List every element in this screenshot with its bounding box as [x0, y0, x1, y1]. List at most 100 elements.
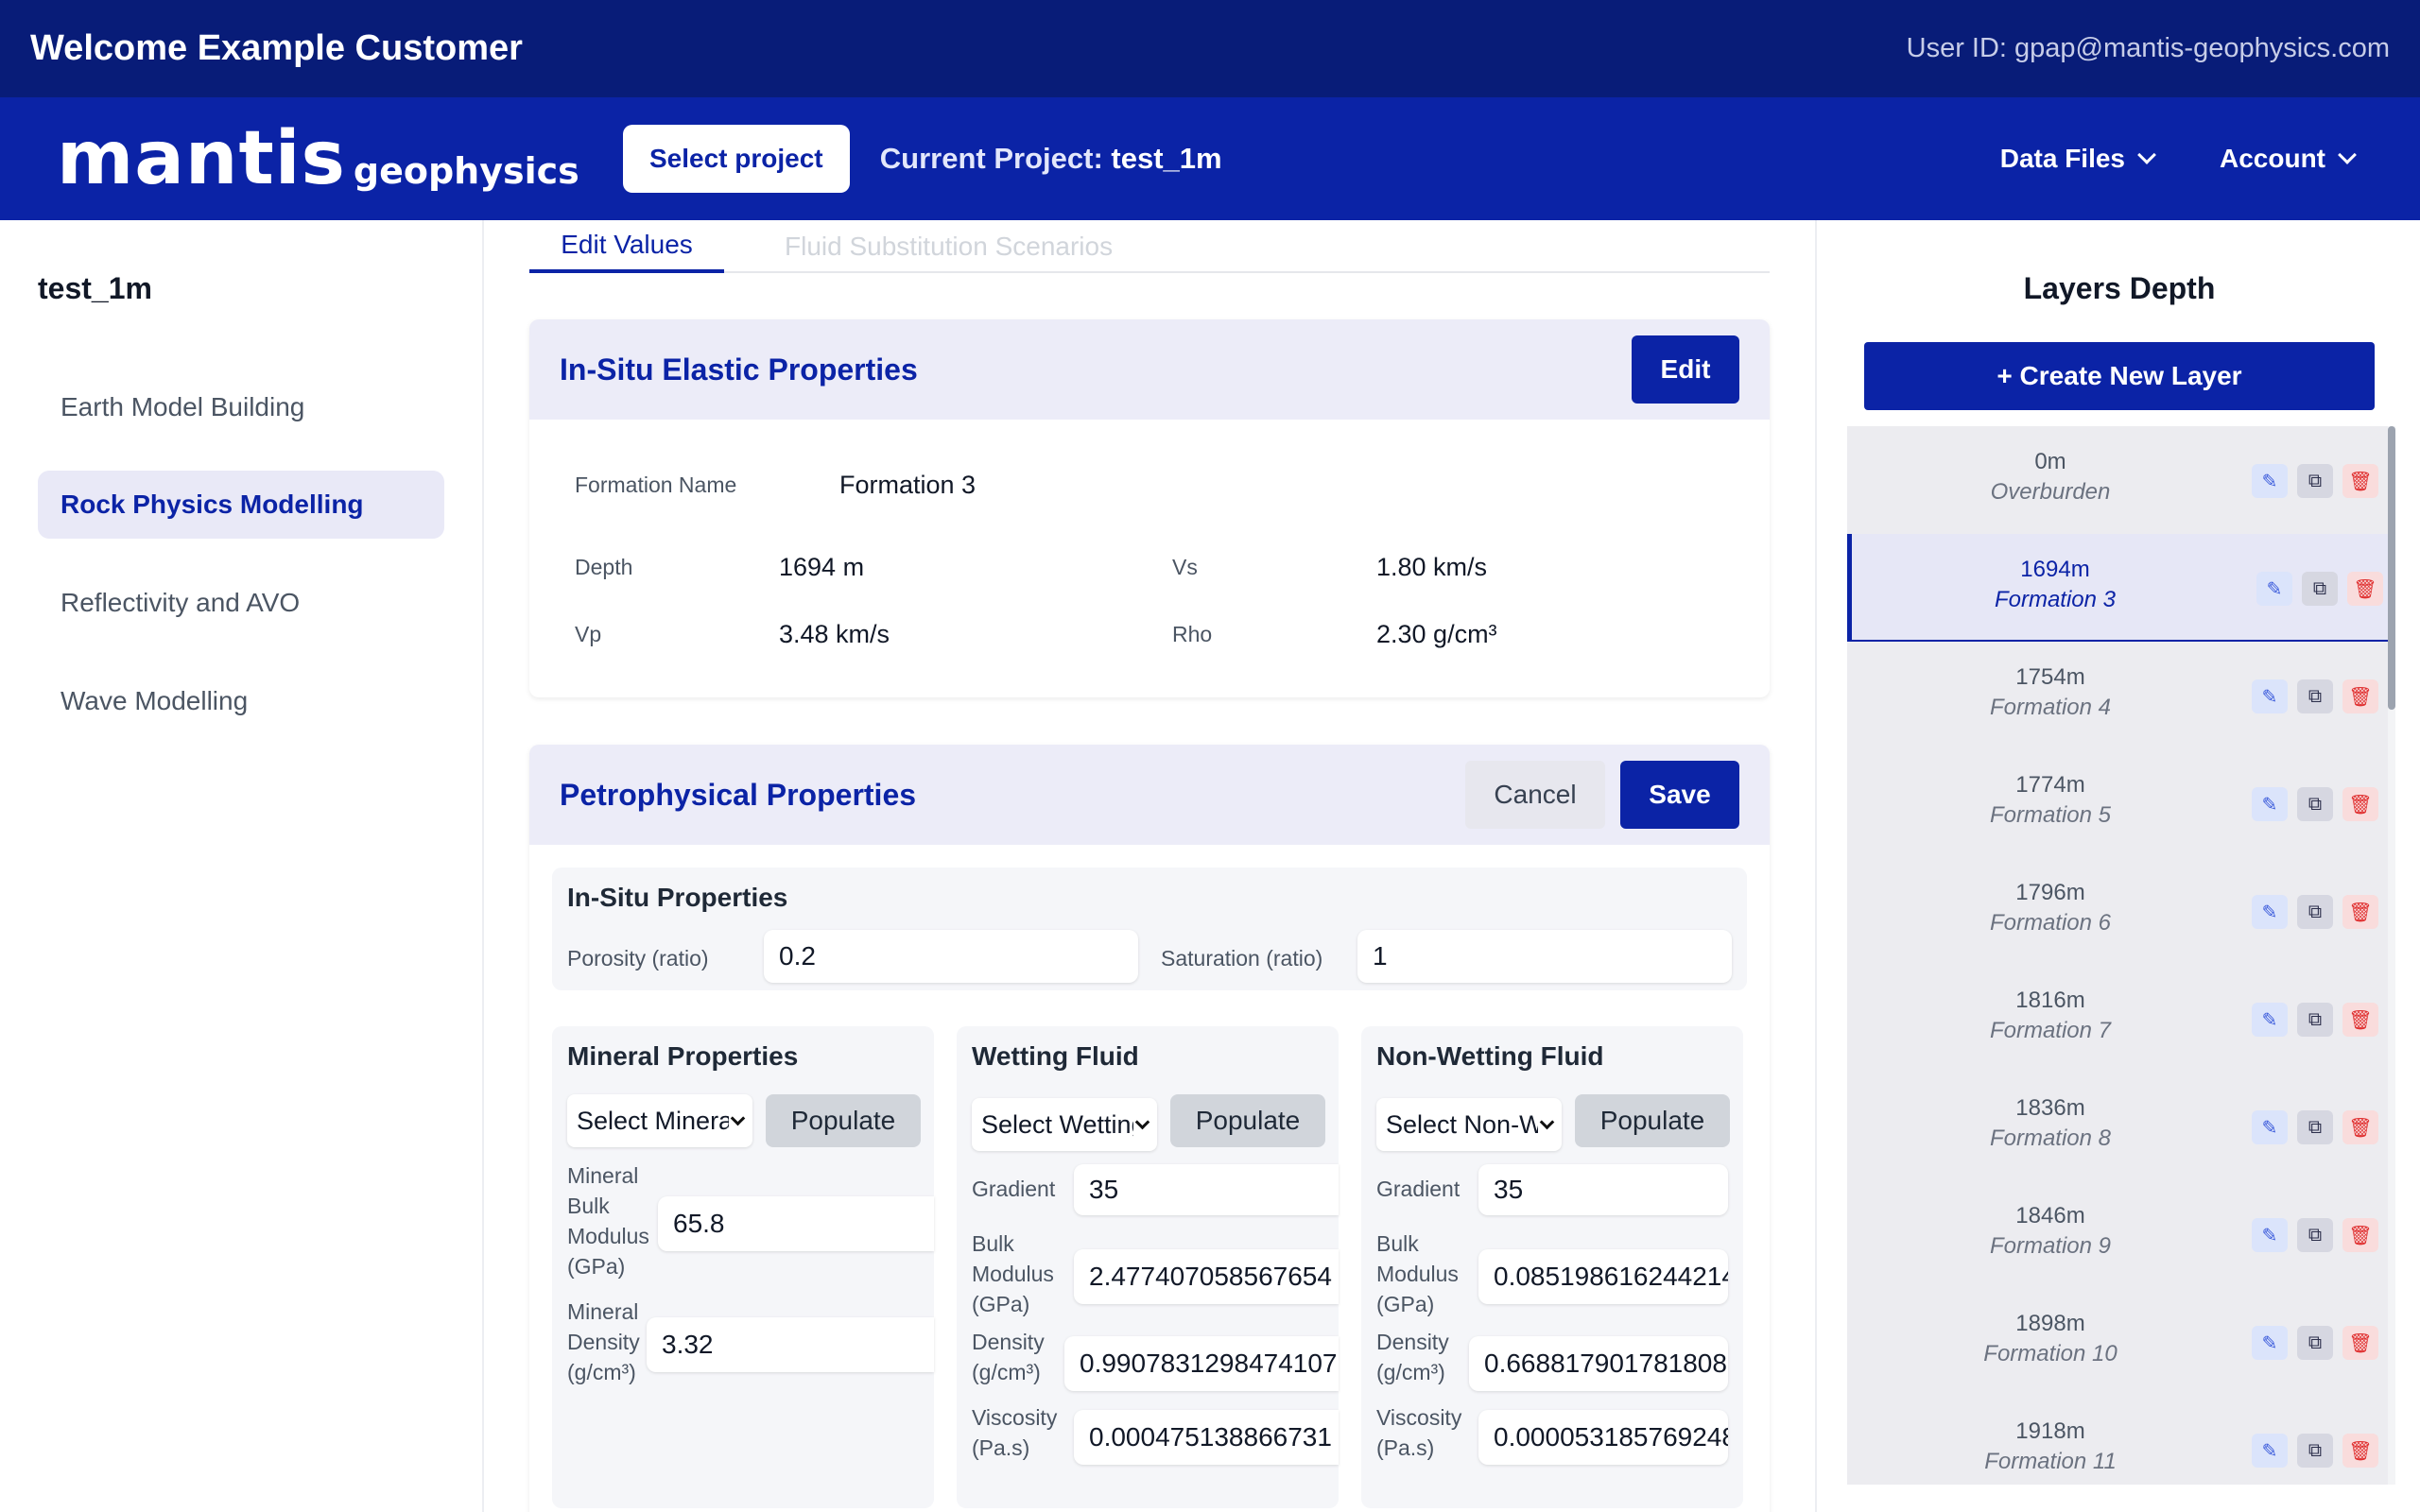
trash-icon[interactable]: 🗑	[2342, 1003, 2378, 1037]
pencil-icon[interactable]: ✎	[2252, 1218, 2288, 1252]
layer-item[interactable]: 1774m Formation 5 ✎ ⧉ 🗑	[1847, 749, 2388, 857]
tab-edit-values[interactable]: Edit Values	[529, 220, 724, 273]
mineral-select[interactable]: Select Mineral	[567, 1094, 752, 1147]
trash-icon[interactable]: 🗑	[2342, 679, 2378, 713]
scrollbar-thumb[interactable]	[2388, 426, 2395, 710]
layer-name: Formation 9	[1989, 1233, 2112, 1259]
cancel-button[interactable]: Cancel	[1465, 761, 1605, 829]
mineral-populate-button[interactable]: Populate	[766, 1094, 921, 1147]
copy-icon[interactable]: ⧉	[2297, 895, 2333, 929]
nonwetting-bulk-input[interactable]: 0.0851986162442141	[1478, 1249, 1728, 1304]
mineral-properties-panel: Mineral Properties Select Mineral Popula…	[552, 1026, 934, 1508]
chevron-down-icon	[1539, 1114, 1555, 1129]
layer-item[interactable]: 1846m Formation 9 ✎ ⧉ 🗑	[1847, 1180, 2388, 1288]
logo[interactable]: mantis geophysics	[57, 116, 579, 201]
mineral-bulk-input[interactable]: 65.8	[658, 1196, 934, 1251]
chevron-down-icon	[2338, 146, 2357, 164]
copy-icon[interactable]: ⧉	[2297, 679, 2333, 713]
sidebar-item-reflectivity-and-avo[interactable]: Reflectivity and AVO	[60, 588, 301, 617]
copy-icon[interactable]: ⧉	[2297, 1003, 2333, 1037]
nonwetting-title: Non-Wetting Fluid	[1376, 1041, 1604, 1071]
porosity-input[interactable]: 0.2	[764, 930, 1138, 983]
layer-item[interactable]: 1796m Formation 6 ✎ ⧉ 🗑	[1847, 857, 2388, 965]
layers-panel: Layers Depth + Create New Layer 0m Overbu…	[1815, 220, 2420, 1512]
non-wetting-fluid-panel: Non-Wetting Fluid Select Non-Wetting Flu…	[1361, 1026, 1743, 1508]
layer-item[interactable]: 1898m Formation 10 ✎ ⧉ 🗑	[1847, 1288, 2388, 1396]
copy-icon[interactable]: ⧉	[2297, 787, 2333, 821]
copy-icon[interactable]: ⧉	[2297, 1434, 2333, 1468]
layer-name: Formation 5	[1989, 802, 2112, 828]
sidebar-item-earth-model-building[interactable]: Earth Model Building	[60, 392, 305, 421]
mineral-select-text: Select Mineral	[577, 1106, 729, 1135]
petro-card-title: Petrophysical Properties	[560, 777, 917, 812]
copy-icon[interactable]: ⧉	[2297, 1110, 2333, 1144]
trash-icon[interactable]: 🗑	[2342, 464, 2378, 498]
nonwetting-density-label-line: Density	[1376, 1330, 1449, 1354]
copy-icon[interactable]: ⧉	[2297, 464, 2333, 498]
create-new-layer-button[interactable]: + Create New Layer	[1864, 342, 2375, 410]
pencil-icon[interactable]: ✎	[2252, 679, 2288, 713]
layer-name: Overburden	[1990, 479, 2111, 505]
pencil-icon[interactable]: ✎	[2252, 1326, 2288, 1360]
trash-icon[interactable]: 🗑	[2342, 787, 2378, 821]
pencil-icon[interactable]: ✎	[2252, 1434, 2288, 1468]
nonwetting-select-text: Select Non-Wetting Fluid	[1386, 1109, 1538, 1139]
user-id: User ID: gpap@mantis-geophysics.com	[1906, 33, 2390, 63]
nonwetting-populate-button[interactable]: Populate	[1575, 1094, 1730, 1147]
nonwetting-bulk-label-line: Modulus	[1376, 1262, 1459, 1286]
nonwetting-density-input[interactable]: 0.6688179017818087	[1469, 1336, 1728, 1391]
wetting-populate-button[interactable]: Populate	[1170, 1094, 1325, 1147]
tab-fluid-substitution-scenarios[interactable]: Fluid Substitution Scenarios	[785, 232, 1114, 261]
tab-bar: Edit Values Fluid Substitution Scenarios	[529, 220, 1770, 273]
nonwetting-gradient-input[interactable]: 35	[1478, 1164, 1728, 1215]
layer-item[interactable]: 1816m Formation 7 ✎ ⧉ 🗑	[1847, 965, 2388, 1073]
edit-button[interactable]: Edit	[1632, 335, 1739, 404]
select-project-button[interactable]: Select project	[622, 125, 850, 193]
copy-icon[interactable]: ⧉	[2297, 1218, 2333, 1252]
copy-icon[interactable]: ⧉	[2297, 1326, 2333, 1360]
layer-item[interactable]: 0m Overburden ✎ ⧉ 🗑	[1847, 426, 2388, 534]
sidebar-item-rock-physics-modelling[interactable]: Rock Physics Modelling	[38, 471, 444, 539]
sidebar-item-wave-modelling[interactable]: Wave Modelling	[60, 686, 249, 715]
layer-item[interactable]: 1836m Formation 8 ✎ ⧉ 🗑	[1847, 1073, 2388, 1180]
nonwetting-viscosity-input[interactable]: 0.00005318576924870	[1478, 1410, 1728, 1465]
data-files-menu[interactable]: Data Files	[2000, 144, 2156, 174]
petro-card-header: Petrophysical Properties Cancel Save	[529, 745, 1770, 845]
mineral-density-input[interactable]: 3.32	[647, 1317, 934, 1372]
account-menu[interactable]: Account	[2220, 144, 2357, 174]
layer-item[interactable]: 1754m Formation 4 ✎ ⧉ 🗑	[1847, 642, 2388, 749]
pencil-icon[interactable]: ✎	[2252, 464, 2288, 498]
layer-name: Formation 3	[1994, 587, 2117, 612]
wetting-fluid-select[interactable]: Select Wetting Fluid	[972, 1098, 1157, 1151]
pencil-icon[interactable]: ✎	[2252, 1003, 2288, 1037]
trash-icon[interactable]: 🗑	[2347, 572, 2383, 606]
layer-name: Formation 4	[1989, 695, 2112, 720]
saturation-input[interactable]: 1	[1357, 930, 1732, 983]
non-wetting-fluid-select[interactable]: Select Non-Wetting Fluid	[1376, 1098, 1562, 1151]
mineral-bulk-label-line: Modulus	[567, 1224, 649, 1248]
mineral-bulk-label-line: Bulk	[567, 1194, 610, 1218]
wetting-density-input[interactable]: 0.9907831298474107	[1064, 1336, 1339, 1391]
wetting-viscosity-input[interactable]: 0.000475138866731	[1074, 1410, 1339, 1465]
trash-icon[interactable]: 🗑	[2342, 1434, 2378, 1468]
save-button[interactable]: Save	[1620, 761, 1739, 829]
layer-item[interactable]: 1694m Formation 3 ✎ ⧉ 🗑	[1847, 534, 2388, 642]
wetting-gradient-input[interactable]: 35	[1074, 1164, 1339, 1215]
wetting-bulk-label: Bulk Modulus (GPa)	[972, 1228, 1054, 1319]
copy-icon[interactable]: ⧉	[2302, 572, 2338, 606]
layer-list-scrollbar[interactable]	[2388, 426, 2395, 1485]
pencil-icon[interactable]: ✎	[2256, 572, 2292, 606]
wetting-density-label-line: (g/cm³)	[972, 1360, 1041, 1384]
trash-icon[interactable]: 🗑	[2342, 1218, 2378, 1252]
trash-icon[interactable]: 🗑	[2342, 895, 2378, 929]
trash-icon[interactable]: 🗑	[2342, 1326, 2378, 1360]
insitu-title: In-Situ Properties	[567, 883, 788, 912]
wetting-fluid-panel: Wetting Fluid Select Wetting Fluid Popul…	[957, 1026, 1339, 1508]
layer-item[interactable]: 1918m Formation 11 ✎ ⧉ 🗑	[1847, 1396, 2388, 1485]
logo-sub: geophysics	[353, 150, 579, 192]
pencil-icon[interactable]: ✎	[2252, 895, 2288, 929]
wetting-bulk-input[interactable]: 2.477407058567654	[1074, 1249, 1339, 1304]
pencil-icon[interactable]: ✎	[2252, 787, 2288, 821]
trash-icon[interactable]: 🗑	[2342, 1110, 2378, 1144]
pencil-icon[interactable]: ✎	[2252, 1110, 2288, 1144]
